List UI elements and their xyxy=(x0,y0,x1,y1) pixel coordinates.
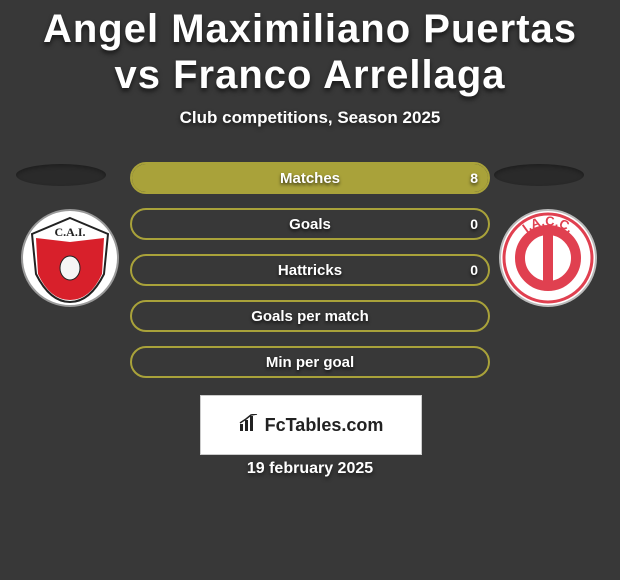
page-title: Angel Maximiliano Puertas vs Franco Arre… xyxy=(0,0,620,98)
bar-label: Hattricks xyxy=(132,256,488,284)
svg-text:C.A.I.: C.A.I. xyxy=(54,225,85,239)
bar-label: Min per goal xyxy=(132,348,488,376)
bar-value-right: 0 xyxy=(470,256,478,284)
bar-label: Goals xyxy=(132,210,488,238)
footer-date: 19 february 2025 xyxy=(0,460,620,478)
bar-value-right: 8 xyxy=(470,164,478,192)
right-team-crest: I.A.C.C. xyxy=(498,208,598,308)
page-root: Angel Maximiliano Puertas vs Franco Arre… xyxy=(0,0,620,580)
comparison-body: C.A.I. I.A.C.C. Matches8Goals0Hattricks0… xyxy=(0,156,620,416)
footer-brand-box: FcTables.com xyxy=(200,395,422,455)
stat-bar: Goals per match xyxy=(130,300,490,332)
bar-label: Matches xyxy=(132,164,488,192)
left-shadow xyxy=(16,164,106,186)
page-subtitle: Club competitions, Season 2025 xyxy=(0,108,620,128)
left-team-crest: C.A.I. xyxy=(20,208,120,308)
bar-value-right: 0 xyxy=(470,210,478,238)
stat-bar: Min per goal xyxy=(130,346,490,378)
stat-bar: Goals0 xyxy=(130,208,490,240)
right-shadow xyxy=(494,164,584,186)
stat-bars: Matches8Goals0Hattricks0Goals per matchM… xyxy=(130,162,490,392)
stat-bar: Matches8 xyxy=(130,162,490,194)
footer-brand-text: FcTables.com xyxy=(265,415,384,436)
bar-label: Goals per match xyxy=(132,302,488,330)
chart-icon xyxy=(239,414,259,437)
stat-bar: Hattricks0 xyxy=(130,254,490,286)
